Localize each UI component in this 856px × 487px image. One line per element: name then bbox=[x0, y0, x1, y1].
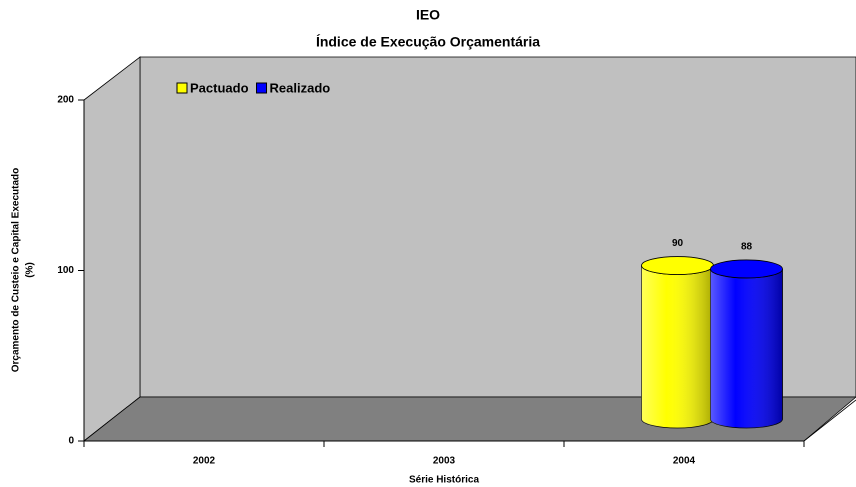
data-label: 88 bbox=[741, 242, 753, 253]
x-tick-label: 2003 bbox=[433, 456, 456, 467]
x-tick-label: 2004 bbox=[673, 456, 696, 467]
y-tick-label: 0 bbox=[68, 436, 74, 447]
y-axis-label: (%) bbox=[25, 262, 36, 278]
cylinder-shade bbox=[710, 268, 783, 428]
legend-swatch bbox=[256, 82, 268, 94]
legend-swatch bbox=[176, 82, 188, 94]
cylinder-top bbox=[710, 259, 783, 279]
legend-label: Pactuado bbox=[190, 80, 249, 95]
data-label: 90 bbox=[672, 238, 684, 249]
x-axis-label: Série Histórica bbox=[409, 475, 479, 486]
y-tick-label: 200 bbox=[57, 95, 74, 106]
side-wall bbox=[83, 56, 141, 442]
y-axis-label: Orçamento de Custeio e Capital Executado bbox=[11, 168, 22, 373]
x-tick-label: 2002 bbox=[193, 456, 216, 467]
cylinder-shade bbox=[641, 265, 714, 428]
chart-title: IEO bbox=[416, 7, 440, 23]
chart-subtitle: Índice de Execução Orçamentária bbox=[316, 34, 540, 50]
cylinder-top bbox=[641, 256, 714, 275]
y-tick-label: 100 bbox=[57, 265, 74, 276]
legend-label: Realizado bbox=[270, 80, 331, 95]
floor-edge bbox=[803, 399, 856, 442]
